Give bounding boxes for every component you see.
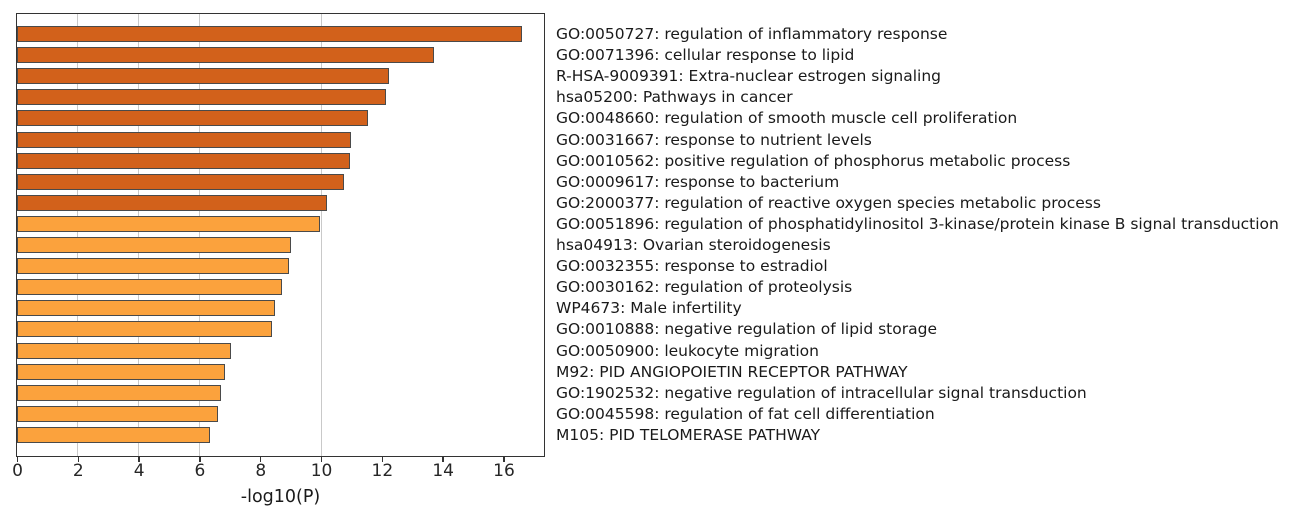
bar-10: [17, 215, 320, 232]
bar-1: [17, 26, 522, 42]
bar-13: [17, 279, 282, 296]
tick-mark-16: [503, 457, 505, 462]
tick-label-4: 4: [133, 461, 145, 481]
bar-11: [17, 237, 291, 254]
bar-15: [17, 321, 273, 338]
term-label-11: hsa04913: Ovarian steroidogenesis: [556, 236, 831, 255]
tick-label-2: 2: [72, 461, 84, 481]
term-label-9: GO:2000377: regulation of reactive oxyge…: [556, 193, 1101, 212]
x-axis-title: -log10(P): [240, 487, 321, 507]
term-label-3: R-HSA-9009391: Extra-nuclear estrogen si…: [556, 67, 942, 86]
tick-mark-8: [259, 457, 262, 462]
tick-mark-10: [320, 457, 323, 462]
tick-label-8: 8: [255, 461, 267, 481]
bar-19: [17, 405, 218, 422]
term-label-4: hsa05200: Pathways in cancer: [556, 88, 793, 107]
bar-6: [17, 131, 352, 148]
tick-mark-0: [16, 457, 19, 462]
tick-label-6: 6: [194, 461, 206, 481]
tick-label-0: 0: [12, 461, 23, 481]
term-label-16: GO:0050900: leukocyte migration: [556, 341, 819, 360]
term-label-7: GO:0010562: positive regulation of phosp…: [556, 151, 1071, 170]
bar-8: [17, 173, 344, 190]
tick-mark-6: [199, 457, 201, 462]
tick-label-10: 10: [310, 461, 333, 481]
bar-12: [17, 258, 290, 275]
gridline-x-6: [198, 14, 200, 456]
bar-16: [17, 342, 232, 359]
bar-20: [17, 427, 211, 443]
term-label-20: M105: PID TELOMERASE PATHWAY: [556, 426, 821, 444]
term-label-19: GO:0045598: regulation of fat cell diffe…: [556, 404, 935, 423]
bar-5: [17, 110, 369, 127]
term-label-5: GO:0048660: regulation of smooth muscle …: [556, 109, 1018, 128]
bar-17: [17, 363, 226, 380]
bar-3: [17, 68, 390, 85]
tick-label-14: 14: [432, 461, 454, 481]
term-label-14: WP4673: Male infertility: [556, 299, 742, 318]
bar-2: [17, 47, 434, 64]
bar-7: [17, 152, 350, 169]
term-label-6: GO:0031667: response to nutrient levels: [556, 130, 872, 149]
tick-mark-4: [138, 457, 140, 462]
bar-18: [17, 384, 221, 401]
tick-label-12: 12: [371, 461, 394, 481]
term-label-2: GO:0071396: cellular response to lipid: [556, 46, 855, 65]
term-label-10: GO:0051896: regulation of phosphatidylin…: [556, 214, 1279, 233]
bar-4: [17, 89, 387, 106]
term-label-18: GO:1902532: negative regulation of intra…: [556, 383, 1087, 402]
tick-mark-12: [381, 457, 384, 462]
term-label-13: GO:0030162: regulation of proteolysis: [556, 278, 853, 297]
bar-9: [17, 194, 328, 211]
term-label-1: GO:0050727: regulation of inflammatory r…: [556, 25, 948, 43]
bar-14: [17, 300, 276, 317]
tick-mark-14: [442, 457, 444, 462]
tick-label-16: 16: [493, 461, 515, 481]
term-label-12: GO:0032355: response to estradiol: [556, 257, 828, 276]
gridline-x-10: [320, 14, 322, 456]
term-label-17: M92: PID ANGIOPOIETIN RECEPTOR PATHWAY: [556, 362, 908, 381]
term-label-15: GO:0010888: negative regulation of lipid…: [556, 320, 937, 339]
plot-area: [16, 13, 545, 457]
gridline-x-4: [138, 14, 140, 456]
term-label-8: GO:0009617: response to bacterium: [556, 172, 840, 191]
tick-mark-2: [77, 457, 80, 462]
gridline-x-2: [77, 14, 79, 456]
